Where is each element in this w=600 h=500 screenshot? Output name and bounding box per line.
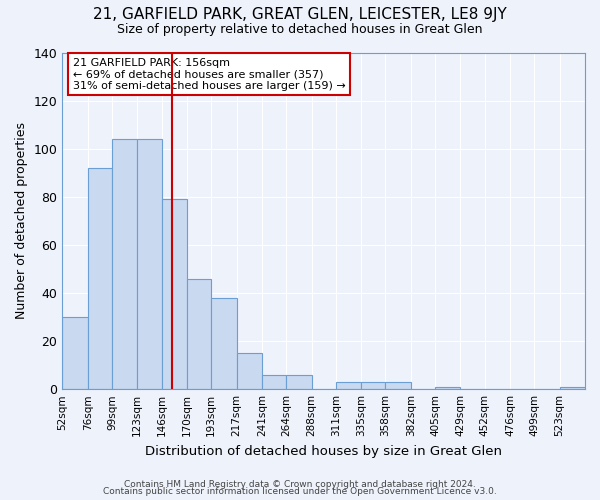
Bar <box>62 317 88 389</box>
Text: 21, GARFIELD PARK, GREAT GLEN, LEICESTER, LE8 9JY: 21, GARFIELD PARK, GREAT GLEN, LEICESTER… <box>93 8 507 22</box>
Bar <box>336 382 361 389</box>
Bar <box>286 375 311 389</box>
Bar <box>88 168 112 389</box>
Bar <box>112 139 137 389</box>
Bar <box>435 387 460 389</box>
Text: Size of property relative to detached houses in Great Glen: Size of property relative to detached ho… <box>117 22 483 36</box>
Bar <box>137 139 161 389</box>
Text: Contains HM Land Registry data © Crown copyright and database right 2024.: Contains HM Land Registry data © Crown c… <box>124 480 476 489</box>
X-axis label: Distribution of detached houses by size in Great Glen: Distribution of detached houses by size … <box>145 444 502 458</box>
Text: Contains public sector information licensed under the Open Government Licence v3: Contains public sector information licen… <box>103 487 497 496</box>
Bar <box>211 298 236 389</box>
Bar <box>560 387 585 389</box>
Bar <box>236 353 262 389</box>
Bar <box>385 382 411 389</box>
Bar <box>161 199 187 389</box>
Text: 21 GARFIELD PARK: 156sqm
← 69% of detached houses are smaller (357)
31% of semi-: 21 GARFIELD PARK: 156sqm ← 69% of detach… <box>73 58 346 91</box>
Bar <box>361 382 385 389</box>
Y-axis label: Number of detached properties: Number of detached properties <box>15 122 28 320</box>
Bar <box>262 375 286 389</box>
Bar <box>187 278 211 389</box>
